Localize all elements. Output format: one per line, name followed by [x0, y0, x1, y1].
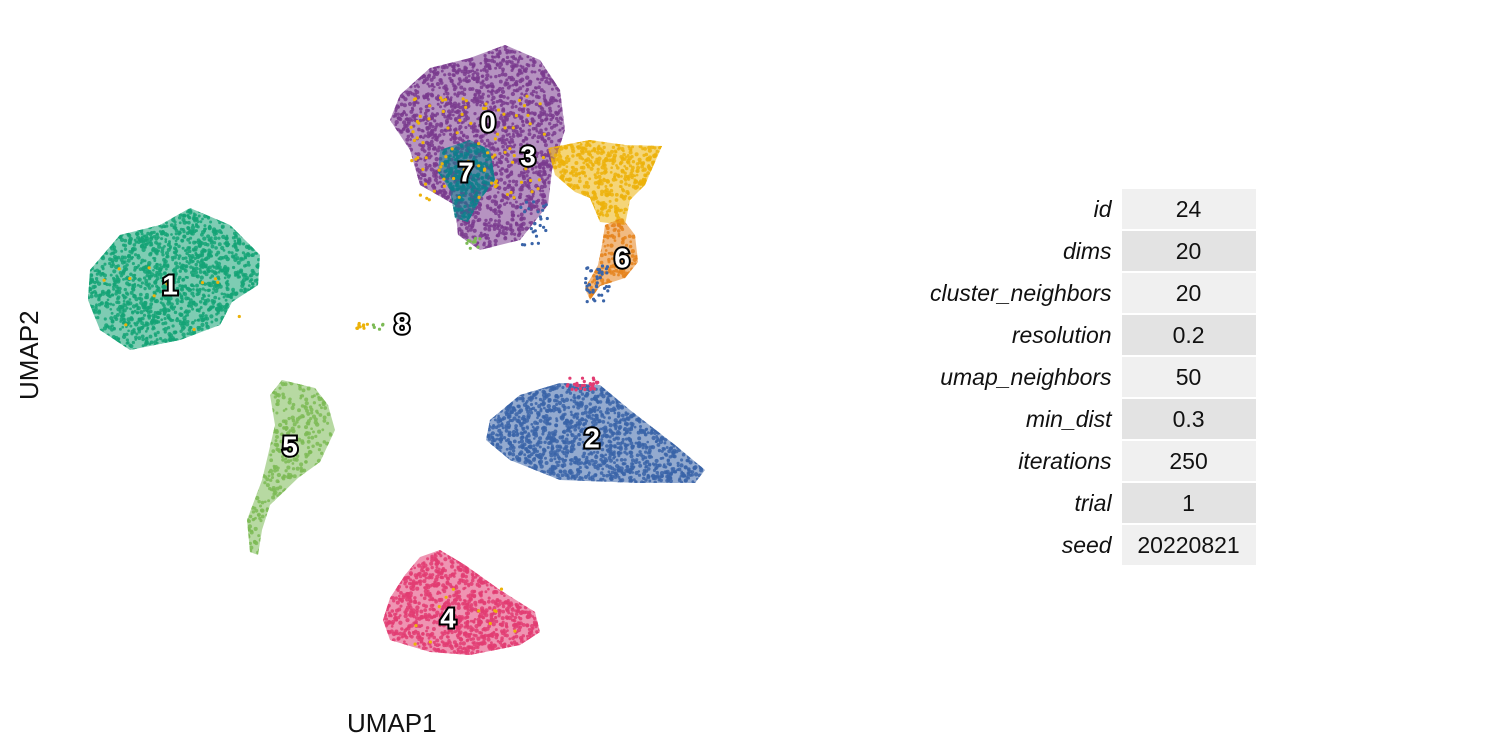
param-value: 250: [1121, 441, 1256, 481]
cluster-label-0: 0: [480, 107, 496, 138]
cluster-label-7: 7: [458, 157, 474, 188]
param-value: 24: [1121, 189, 1256, 229]
param-name: resolution: [1011, 321, 1112, 348]
cluster-label-2: 2: [584, 423, 600, 454]
cluster-5-stray-points: [371, 322, 385, 331]
cluster-4-stray-points: [565, 376, 600, 392]
parameters-table: id 24 dims 20 cluster_neighbors 20 resolution 0…: [930, 187, 1256, 567]
param-row-min_dist: min_dist 0.3: [930, 399, 1256, 439]
cluster-4-points: [383, 550, 540, 655]
param-row-id: id 24: [930, 189, 1256, 229]
param-value: 20: [1121, 273, 1256, 313]
cluster-3-stray-points: [102, 266, 241, 332]
param-row-seed: seed 20220821: [930, 525, 1256, 565]
param-value: 1: [1121, 483, 1256, 523]
cluster-label-1: 1: [162, 270, 178, 301]
param-name: id: [1093, 195, 1112, 222]
cluster-3-stray-points: [355, 321, 369, 330]
param-name: umap_neighbors: [940, 363, 1112, 390]
umap-scatter-plot: 0 1 2 3 4 5 6 7 8: [88, 45, 705, 655]
cluster-3-stray-points: [413, 587, 517, 646]
cluster-2-stray-points: [584, 264, 611, 304]
cluster-5-points: [247, 380, 335, 555]
cluster-3-points: [548, 140, 662, 225]
param-name: iterations: [1018, 447, 1112, 474]
param-row-trial: trial 1: [930, 483, 1256, 523]
param-row-cluster_neighbors: cluster_neighbors 20: [930, 273, 1256, 313]
x-axis-label: UMAP1: [347, 708, 437, 738]
param-value: 0.3: [1121, 399, 1256, 439]
param-name: min_dist: [1025, 405, 1112, 432]
cluster-label-5: 5: [282, 431, 298, 462]
param-value: 0.2: [1121, 315, 1256, 355]
cluster-5-stray-points: [465, 236, 482, 250]
cluster-label-4: 4: [440, 603, 456, 634]
cluster-3-stray-points: [409, 94, 547, 202]
cluster-label-8: 8: [394, 309, 410, 340]
param-value: 20220821: [1121, 525, 1256, 565]
cluster-6-points: [585, 218, 638, 300]
cluster-2-stray-points: [519, 200, 549, 247]
param-row-resolution: resolution 0.2: [930, 315, 1256, 355]
cluster-label-6: 6: [614, 243, 630, 274]
param-name: seed: [1061, 531, 1112, 558]
param-name: cluster_neighbors: [930, 279, 1112, 306]
param-name: trial: [1074, 489, 1112, 516]
param-name: dims: [1063, 237, 1112, 264]
cluster-label-3: 3: [520, 141, 536, 172]
param-value: 20: [1121, 231, 1256, 271]
param-value: 50: [1121, 357, 1256, 397]
param-row-dims: dims 20: [930, 231, 1256, 271]
y-axis-label: UMAP2: [14, 310, 44, 400]
param-row-iterations: iterations 250: [930, 441, 1256, 481]
param-row-umap_neighbors: umap_neighbors 50: [930, 357, 1256, 397]
